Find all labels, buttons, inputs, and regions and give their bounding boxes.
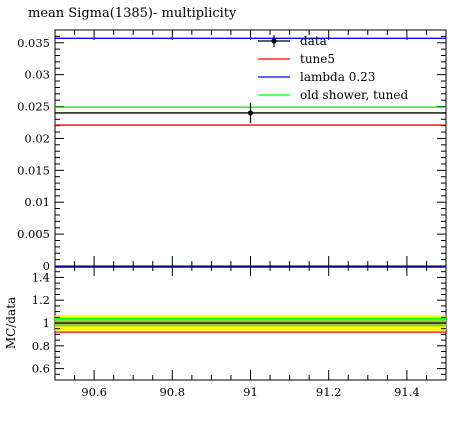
legend-label: data: [300, 34, 327, 48]
ratio-y-tick-label: 1.4: [32, 270, 50, 284]
main-y-tick-label: 0.035: [17, 36, 50, 50]
ratio-series: [55, 266, 446, 333]
ratio-y-tick-label: 0.6: [32, 362, 50, 376]
data-point-marker: [247, 110, 254, 116]
ratio-band: [55, 315, 446, 331]
legend-label: tune5: [300, 52, 335, 66]
main-y-tick-label: 0.025: [17, 100, 50, 114]
ratio-y-tick-label: 0.8: [32, 339, 50, 353]
ratio-y-tick-label: 1.2: [32, 293, 50, 307]
ratio-y-label: MC/data: [4, 297, 18, 349]
main-y-tick-label: 0.015: [17, 163, 50, 177]
x-tick-label: 91.2: [316, 385, 342, 399]
main-series: [55, 37, 446, 126]
x-tick-label: 90.6: [81, 385, 107, 399]
x-tick-label: 90.8: [159, 385, 185, 399]
x-tick-label: 91: [243, 385, 258, 399]
main-plot: 0 0.005 0.01 0.015 0.02 0.025 0.03 0.035: [17, 29, 447, 273]
legend-label: old shower, tuned: [300, 88, 408, 102]
legend: data tune5 lambda 0.23 old shower, tuned: [258, 34, 408, 102]
main-x-ticks: [74, 30, 447, 266]
main-plot-frame: [54, 29, 447, 267]
main-y-tick-label: 0.005: [17, 227, 50, 241]
main-y-ticks: 0 0.005 0.01 0.015 0.02 0.025 0.03 0.035: [17, 36, 446, 273]
ratio-plot: 0.6 0.8 1 1.2 1.4 90.6 90.8 91 91.2 91.4 MC/data: [4, 265, 447, 399]
x-tick-label: 91.4: [394, 385, 420, 399]
main-y-tick-label: 0: [43, 259, 50, 273]
main-y-tick-label: 0.03: [24, 68, 50, 82]
legend-label: lambda 0.23: [300, 70, 375, 84]
ratio-y-tick-label: 1: [43, 316, 50, 330]
ratio-x-ticks: 90.6 90.8 91 91.2 91.4: [74, 266, 447, 399]
main-y-tick-label: 0.01: [24, 195, 50, 209]
main-y-tick-label: 0.02: [24, 131, 50, 145]
chart-title: mean Sigma(1385)- multiplicity: [28, 6, 237, 21]
ratio-y-ticks: 0.6 0.8 1 1.2 1.4: [32, 270, 446, 376]
